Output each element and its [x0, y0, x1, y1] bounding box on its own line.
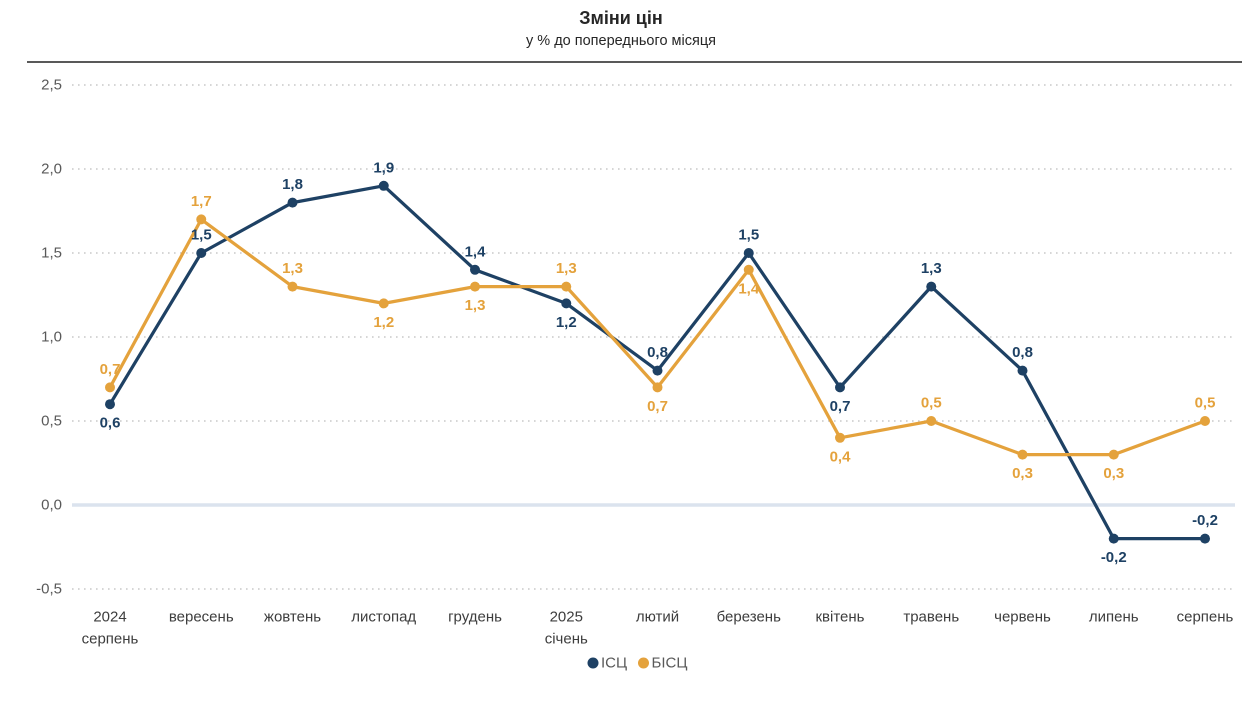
- x-axis-category-label: квітень: [815, 609, 864, 626]
- data-point-ісц: [105, 399, 115, 410]
- data-point-бісц: [1200, 416, 1210, 426]
- series-line-бісц: [108, 217, 1207, 457]
- x-axis-category-label: лютий: [636, 609, 679, 626]
- data-point-бісц: [196, 214, 207, 225]
- legend-label-ісц: ІСЦ: [601, 655, 627, 672]
- data-label-ісц: 0,6: [100, 415, 121, 432]
- data-point-ісц: [1108, 533, 1119, 544]
- x-axis-category-label: грудень: [448, 609, 502, 626]
- data-point-ісц: [378, 180, 389, 191]
- data-label-ісц: 1,3: [921, 260, 942, 277]
- x-axis-category-label: вересень: [169, 609, 234, 626]
- y-axis-tick-label: -0,5: [36, 581, 62, 598]
- data-label-ісц: 1,9: [373, 159, 394, 176]
- data-point-ісц: [287, 197, 298, 208]
- data-point-ісц: [196, 248, 207, 258]
- data-label-ісц: 0,8: [647, 344, 668, 361]
- x-axis-category-label: червень: [994, 609, 1051, 626]
- data-label-ісц: 0,7: [830, 398, 851, 415]
- x-axis-category-label: листопад: [351, 609, 416, 626]
- data-label-бісц: 1,3: [556, 260, 577, 277]
- x-axis-category-label: 2025: [550, 609, 583, 626]
- y-axis-tick-label: 2,5: [41, 77, 62, 94]
- legend-marker-бісц: [638, 657, 649, 669]
- chart-title: Зміни цін: [579, 8, 663, 28]
- data-point-бісц: [743, 264, 754, 275]
- x-axis-category-label: травень: [903, 609, 959, 626]
- data-label-ісц: 1,5: [738, 227, 759, 244]
- data-label-бісц: 0,7: [647, 398, 668, 415]
- data-point-бісц: [378, 298, 389, 309]
- data-point-бісц: [1017, 449, 1028, 460]
- data-label-бісц: 0,5: [921, 395, 942, 412]
- data-point-ісц: [1017, 365, 1028, 376]
- chart-subtitle: у % до попереднього місяця: [526, 33, 716, 49]
- y-axis-tick-label: 0,0: [41, 497, 62, 514]
- data-point-ісц: [743, 248, 754, 258]
- y-axis-tick-label: 0,5: [41, 413, 62, 430]
- data-point-бісц: [105, 382, 115, 393]
- data-label-бісц: 0,3: [1012, 465, 1033, 482]
- data-label-бісц: 1,3: [282, 260, 303, 277]
- data-point-бісц: [926, 416, 937, 426]
- data-label-ісц: 1,2: [556, 314, 577, 331]
- data-label-бісц: 1,4: [738, 280, 760, 297]
- series-line-ісц: [108, 184, 1207, 541]
- data-label-ісц: 1,8: [282, 176, 303, 193]
- data-label-бісц: 0,4: [830, 448, 852, 465]
- y-axis-tick-label: 2,0: [41, 161, 62, 178]
- data-label-ісц: -0,2: [1101, 549, 1127, 566]
- data-point-бісц: [561, 281, 572, 292]
- data-point-ісц: [926, 281, 937, 292]
- data-point-бісц: [652, 382, 663, 393]
- x-axis-category-label: жовтень: [264, 609, 321, 626]
- data-point-ісц: [652, 365, 663, 376]
- data-label-бісц: 1,3: [465, 297, 486, 314]
- data-point-бісц: [1108, 449, 1119, 460]
- data-label-ісц: 0,8: [1012, 344, 1033, 361]
- data-label-ісц: 1,4: [465, 243, 487, 260]
- header-divider: [27, 61, 1242, 63]
- data-point-бісц: [835, 432, 845, 443]
- x-axis-category-label: липень: [1089, 609, 1139, 626]
- data-point-ісц: [561, 298, 572, 309]
- x-axis-category-label: січень: [545, 631, 588, 648]
- y-axis-tick-label: 1,5: [41, 245, 62, 262]
- data-label-ісц: -0,2: [1192, 512, 1218, 529]
- data-point-ісц: [470, 264, 480, 275]
- x-axis-category-label: 2024: [93, 609, 126, 626]
- data-label-ісц: 1,5: [191, 227, 212, 244]
- data-point-бісц: [470, 281, 480, 292]
- data-label-бісц: 0,5: [1195, 395, 1216, 412]
- data-label-бісц: 1,7: [191, 193, 212, 210]
- x-axis-category-label: березень: [717, 609, 781, 626]
- x-axis-category-label: серпень: [1177, 609, 1234, 626]
- data-point-ісц: [1200, 533, 1210, 544]
- data-label-бісц: 0,7: [100, 361, 121, 378]
- data-label-бісц: 1,2: [373, 314, 394, 331]
- data-point-ісц: [835, 382, 845, 393]
- data-point-бісц: [287, 281, 298, 292]
- data-label-бісц: 0,3: [1103, 465, 1124, 482]
- legend-marker-ісц: [587, 657, 599, 669]
- y-axis-tick-label: 1,0: [41, 329, 62, 346]
- x-axis-category-label: серпень: [82, 631, 139, 648]
- legend-label-бісц: БІСЦ: [652, 655, 688, 672]
